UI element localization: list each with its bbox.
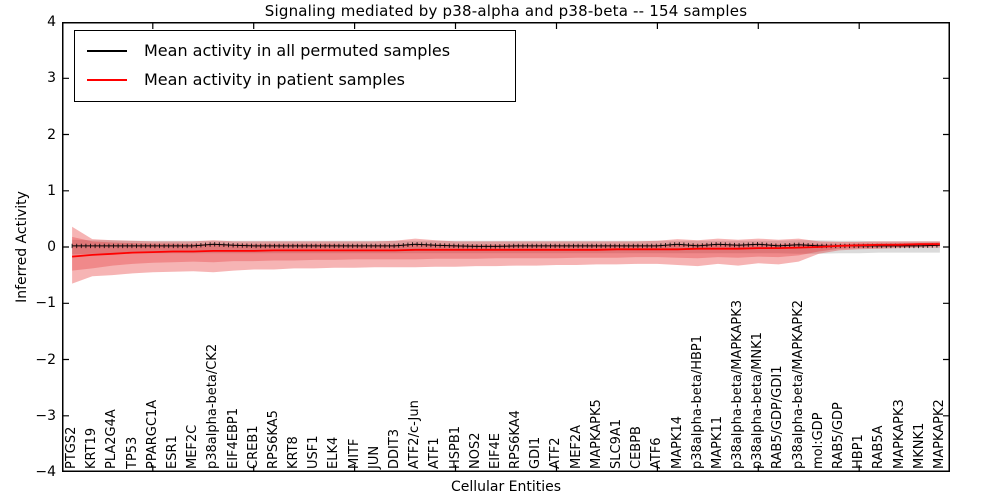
x-tick-label: EIF4EBP1 bbox=[225, 407, 241, 469]
legend-line-black bbox=[87, 49, 127, 52]
x-tick-label: CEBPB bbox=[629, 426, 645, 469]
x-tick-label: ATF6 bbox=[649, 437, 665, 469]
x-tick-label: PTGS2 bbox=[64, 426, 80, 469]
x-tick-label: p38alpha-beta/MAPKAPK3 bbox=[730, 300, 746, 469]
x-tick-label: RAB5A bbox=[871, 425, 887, 469]
x-tick-label: RPS6KA4 bbox=[508, 410, 524, 469]
band-patient-range-outer bbox=[72, 226, 940, 284]
x-tick-label: CREB1 bbox=[245, 425, 261, 469]
x-tick-label: SLC9A1 bbox=[609, 418, 624, 469]
x-tick-label: MAPKAPK2 bbox=[931, 399, 947, 469]
y-tick-label: 3 bbox=[47, 70, 56, 87]
x-tick-label: EIF4E bbox=[487, 432, 503, 469]
y-tick-label: 0 bbox=[47, 239, 56, 255]
y-tick-label: −3 bbox=[35, 407, 56, 424]
y-tick-label: −2 bbox=[35, 351, 56, 368]
x-tick-label: p38alpha-beta/HBP1 bbox=[689, 334, 705, 469]
x-tick-label: JUN bbox=[366, 445, 382, 469]
x-tick-label: ELK4 bbox=[326, 436, 342, 469]
x-tick-label: ESR1 bbox=[165, 435, 180, 469]
y-tick-label: −4 bbox=[35, 464, 56, 480]
x-tick-label: mol:GDP bbox=[810, 412, 826, 469]
x-tick-label: MEF2C bbox=[185, 424, 201, 469]
plot-area bbox=[62, 22, 950, 472]
x-tick-label: MAPKAPK5 bbox=[588, 399, 604, 469]
x-tick-label: MEF2A bbox=[568, 424, 584, 469]
x-tick-label: RPS6KA5 bbox=[265, 410, 281, 469]
patient-mean-line bbox=[72, 243, 940, 258]
x-tick-label: ATF2/c-Jun bbox=[407, 400, 423, 469]
legend-item-permuted: Mean activity in all permuted samples bbox=[87, 36, 505, 65]
x-tick-label: MAPK14 bbox=[669, 415, 685, 469]
x-tick-label: RAB5/GDP/GDI1 bbox=[770, 365, 786, 469]
x-tick-label: MITF bbox=[346, 438, 362, 469]
legend-label-patient: Mean activity in patient samples bbox=[144, 70, 405, 89]
x-tick-label: PLA2G4A bbox=[104, 409, 120, 469]
legend-label-permuted: Mean activity in all permuted samples bbox=[144, 41, 451, 60]
x-tick-label: DDIT3 bbox=[387, 428, 402, 469]
x-tick-label: KRT19 bbox=[84, 427, 100, 469]
x-tick-label: p38alpha-beta/CK2 bbox=[205, 343, 221, 469]
permuted-mean-line bbox=[72, 243, 940, 247]
y-tick-label: −1 bbox=[35, 295, 56, 312]
chart-title: Signaling mediated by p38-alpha and p38-… bbox=[264, 2, 748, 20]
x-tick-label: USF1 bbox=[306, 435, 322, 469]
axis-ticks bbox=[62, 22, 950, 472]
x-tick-label: GDI1 bbox=[528, 436, 544, 469]
legend-box: Mean activity in all permuted samples Me… bbox=[74, 30, 516, 102]
x-tick-label: RAB5/GDP bbox=[831, 402, 846, 469]
y-tick-label: 4 bbox=[47, 14, 56, 30]
x-tick-label: p38alpha-beta/MAPKAPK2 bbox=[790, 300, 806, 469]
y-tick-label: 2 bbox=[47, 126, 56, 143]
x-tick-label: HSPB1 bbox=[447, 425, 463, 469]
x-tick-label: ATF1 bbox=[427, 437, 443, 469]
x-tick-label: MAPK11 bbox=[709, 415, 725, 469]
x-tick-label: PPARGC1A bbox=[144, 399, 160, 469]
x-tick-label: NOS2 bbox=[467, 432, 483, 469]
x-axis-label: Cellular Entities bbox=[450, 479, 562, 495]
x-tick-label: p38alpha-beta/MNK1 bbox=[750, 332, 766, 469]
x-tick-label: TP53 bbox=[124, 436, 140, 469]
legend-item-patient: Mean activity in patient samples bbox=[87, 65, 505, 94]
x-tick-label: HBP1 bbox=[851, 434, 867, 469]
x-tick-label: MAPKAPK3 bbox=[891, 399, 907, 469]
x-tick-label: MKNK1 bbox=[911, 422, 927, 469]
y-tick-label: 1 bbox=[47, 182, 56, 199]
band-patient-range-inner bbox=[72, 236, 940, 271]
x-tick-label: KRT8 bbox=[286, 436, 302, 469]
x-tick-label: ATF2 bbox=[548, 437, 564, 469]
legend-line-red bbox=[87, 78, 127, 81]
